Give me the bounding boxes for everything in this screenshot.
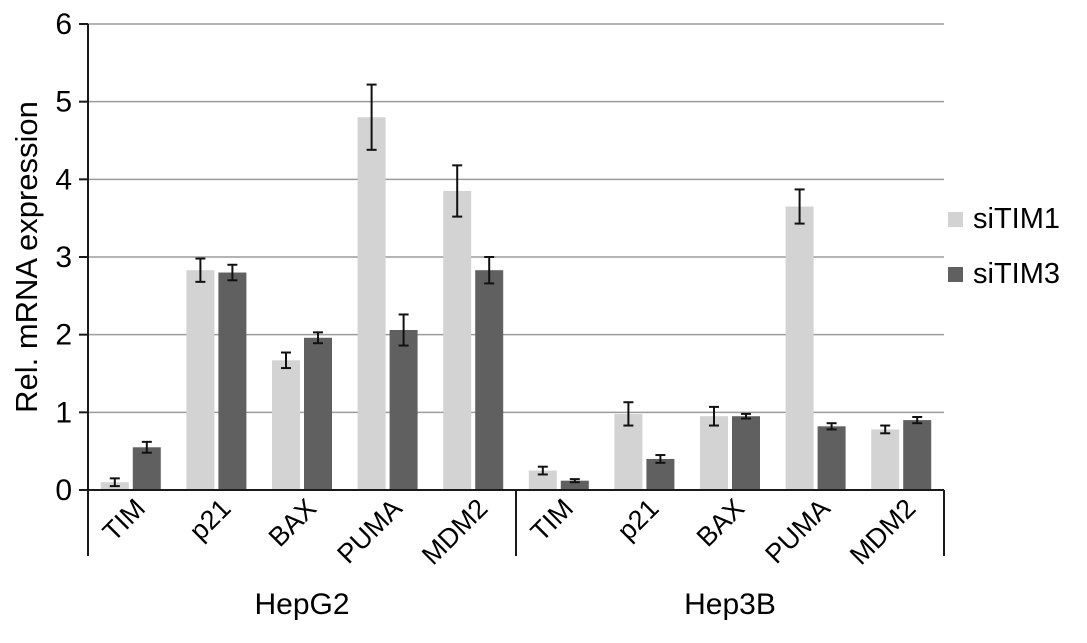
- svg-text:2: 2: [55, 319, 72, 352]
- y-axis-title: Rel. mRNA expression: [9, 101, 44, 413]
- svg-text:3: 3: [55, 241, 72, 274]
- svg-text:TIM: TIM: [97, 493, 151, 547]
- svg-text:MDM2: MDM2: [416, 493, 493, 570]
- legend-label-sitim1: siTIM1: [973, 203, 1060, 235]
- legend-label-sitim3: siTIM3: [973, 258, 1060, 290]
- svg-text:TIM: TIM: [525, 493, 579, 547]
- legend-item-sitim1: siTIM1: [948, 203, 1060, 236]
- sitim3-swatch-icon: [948, 267, 963, 282]
- svg-text:PUMA: PUMA: [331, 493, 407, 569]
- svg-text:MDM2: MDM2: [844, 493, 921, 570]
- sitim1-swatch-icon: [948, 212, 963, 227]
- legend: siTIM1 siTIM3: [948, 203, 1060, 291]
- svg-text:1: 1: [55, 396, 72, 429]
- svg-text:4: 4: [55, 163, 72, 196]
- svg-text:5: 5: [55, 86, 72, 119]
- svg-text:BAX: BAX: [691, 493, 750, 552]
- group-label-hep3b: Hep3B: [684, 588, 776, 621]
- svg-text:p21: p21: [612, 493, 665, 546]
- svg-text:6: 6: [55, 8, 72, 41]
- svg-text:0: 0: [55, 474, 72, 507]
- group-label-hepg2: HepG2: [254, 588, 350, 621]
- svg-text:BAX: BAX: [263, 493, 322, 552]
- svg-text:PUMA: PUMA: [759, 493, 835, 569]
- legend-item-sitim3: siTIM3: [948, 258, 1060, 291]
- svg-text:p21: p21: [184, 493, 237, 546]
